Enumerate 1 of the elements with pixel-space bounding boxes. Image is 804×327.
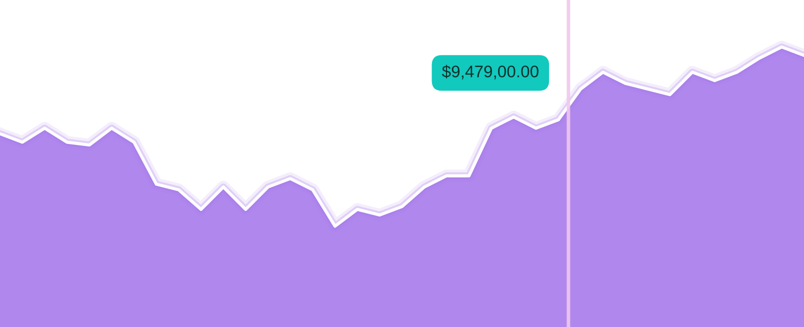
annotation: $9,479,00.00 <box>442 64 538 80</box>
